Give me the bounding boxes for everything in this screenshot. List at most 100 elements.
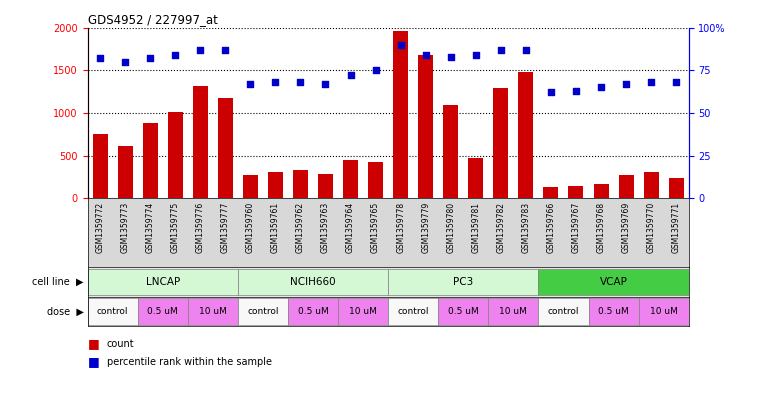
Text: control: control (397, 307, 429, 316)
Bar (142, 123, 158, 198)
Point (194, 47, 206, 53)
Point (470, 52, 482, 58)
Bar (644, 173, 659, 198)
Text: GSM1359761: GSM1359761 (271, 202, 280, 253)
Bar (138, 298, 188, 325)
Bar (193, 86, 208, 198)
Bar (518, 72, 533, 198)
Text: control: control (247, 307, 279, 316)
Text: GSM1359778: GSM1359778 (396, 202, 405, 253)
Point (169, 52, 181, 58)
Text: control: control (548, 307, 579, 316)
Text: control: control (97, 307, 129, 316)
Bar (167, 112, 183, 198)
Point (419, 52, 431, 58)
Text: GSM1359769: GSM1359769 (622, 202, 631, 253)
Bar (293, 170, 308, 198)
Text: GSM1359774: GSM1359774 (145, 202, 154, 253)
Point (320, 81, 332, 87)
Text: GSM1359765: GSM1359765 (371, 202, 380, 253)
Bar (619, 175, 634, 198)
Bar (93, 134, 107, 198)
Text: GSM1359771: GSM1359771 (672, 202, 680, 253)
Text: 10 uM: 10 uM (499, 307, 527, 316)
Text: GSM1359766: GSM1359766 (546, 202, 556, 253)
Bar (388, 269, 539, 295)
Bar (338, 298, 388, 325)
Text: PC3: PC3 (453, 277, 473, 287)
Text: 10 uM: 10 uM (650, 307, 677, 316)
Bar (237, 298, 288, 325)
Text: ■: ■ (88, 355, 99, 368)
Text: GSM1359773: GSM1359773 (120, 202, 129, 253)
Text: VCAP: VCAP (600, 277, 628, 287)
Point (545, 89, 557, 95)
Text: 0.5 uM: 0.5 uM (598, 307, 629, 316)
Text: ■: ■ (88, 337, 99, 351)
Bar (368, 162, 383, 198)
Point (595, 84, 607, 90)
Text: GSM1359781: GSM1359781 (471, 202, 480, 253)
Bar (539, 298, 588, 325)
Bar (88, 269, 237, 295)
Text: 10 uM: 10 uM (349, 307, 377, 316)
Text: NCIH660: NCIH660 (290, 277, 336, 287)
Point (620, 81, 632, 87)
Text: percentile rank within the sample: percentile rank within the sample (107, 356, 272, 367)
Bar (237, 269, 388, 295)
Bar (88, 298, 138, 325)
Point (219, 47, 231, 53)
Point (345, 72, 357, 79)
Point (94, 55, 106, 61)
Point (570, 88, 582, 94)
Point (244, 81, 256, 87)
Text: GSM1359764: GSM1359764 (346, 202, 355, 253)
Point (444, 53, 457, 60)
Bar (243, 175, 258, 198)
Text: GSM1359767: GSM1359767 (572, 202, 581, 253)
Text: cell line  ▶: cell line ▶ (32, 277, 84, 287)
Point (645, 79, 658, 85)
Point (394, 41, 406, 48)
Point (520, 47, 532, 53)
Text: GSM1359760: GSM1359760 (246, 202, 255, 253)
Text: 0.5 uM: 0.5 uM (298, 307, 328, 316)
Bar (588, 298, 638, 325)
Point (269, 79, 282, 85)
Text: GSM1359776: GSM1359776 (196, 202, 205, 253)
Bar (268, 172, 283, 198)
Text: LNCAP: LNCAP (145, 277, 180, 287)
Bar (419, 55, 433, 198)
Text: count: count (107, 339, 134, 349)
Bar (493, 88, 508, 198)
Bar (288, 298, 338, 325)
Text: GSM1359768: GSM1359768 (597, 202, 606, 253)
Bar (543, 187, 559, 198)
Text: GSM1359782: GSM1359782 (496, 202, 505, 253)
Bar (318, 174, 333, 198)
Text: GSM1359780: GSM1359780 (446, 202, 455, 253)
Point (495, 47, 507, 53)
Bar (117, 146, 132, 198)
Text: 10 uM: 10 uM (199, 307, 227, 316)
Bar (188, 298, 237, 325)
Text: 0.5 uM: 0.5 uM (148, 307, 178, 316)
Text: GDS4952 / 227997_at: GDS4952 / 227997_at (88, 13, 218, 26)
Text: GSM1359763: GSM1359763 (321, 202, 330, 253)
Point (295, 79, 307, 85)
Text: GSM1359777: GSM1359777 (221, 202, 230, 253)
Bar (468, 158, 483, 198)
Bar (388, 298, 438, 325)
Text: GSM1359783: GSM1359783 (521, 202, 530, 253)
Bar (568, 185, 584, 198)
Point (144, 55, 156, 61)
Bar (489, 298, 539, 325)
Text: GSM1359770: GSM1359770 (647, 202, 656, 253)
Bar (539, 269, 689, 295)
Bar (443, 105, 458, 198)
Text: 0.5 uM: 0.5 uM (448, 307, 479, 316)
Text: GSM1359775: GSM1359775 (170, 202, 180, 253)
Point (670, 79, 683, 85)
Point (119, 59, 131, 65)
Bar (594, 184, 609, 198)
